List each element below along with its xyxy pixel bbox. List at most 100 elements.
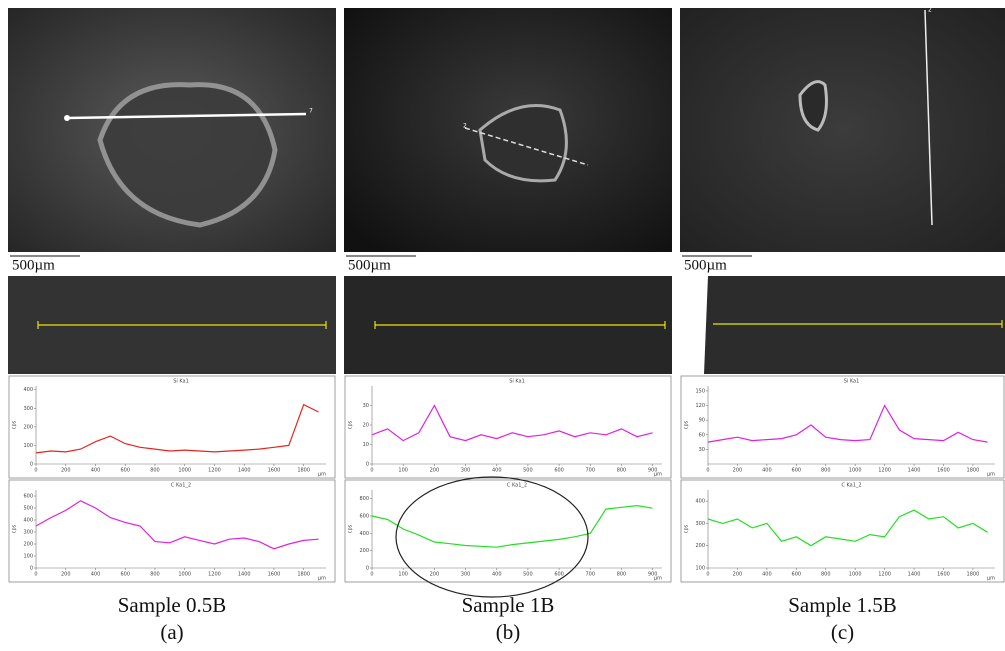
sem-image (680, 8, 1005, 252)
scan-line (464, 127, 589, 166)
x-tick-label: 400 (762, 572, 772, 578)
plot-frame (8, 479, 336, 583)
x-tick-label: 0 (34, 572, 37, 578)
x-tick-label: 200 (733, 468, 743, 474)
plot-title: Si Ka1 (509, 379, 525, 385)
x-unit: µm (654, 576, 662, 582)
x-tick-label: 1000 (178, 572, 191, 578)
x-tick-label: 1400 (908, 572, 921, 578)
y-tick-label: 100 (23, 554, 33, 560)
x-tick-label: 1600 (937, 468, 950, 474)
y-tick-label: 600 (23, 494, 33, 500)
x-tick-label: 0 (370, 468, 373, 474)
plot-title: C Ka1_2 (507, 483, 527, 489)
y-tick-label: 500 (23, 506, 33, 512)
y-label: cps (348, 420, 354, 429)
scale-label: 500µm (348, 257, 391, 273)
x-unit: µm (318, 472, 326, 478)
x-tick-label: 700 (586, 468, 596, 474)
x-tick-label: 1800 (297, 468, 310, 474)
panel-letter: (b) (496, 620, 521, 644)
scan-line-label: 2 (463, 123, 467, 130)
x-tick-label: 1600 (268, 572, 281, 578)
plot-frame (344, 375, 672, 479)
y-tick-label: 200 (695, 543, 705, 549)
x-tick-label: 900 (648, 572, 658, 578)
scale-label: 500µm (684, 257, 727, 273)
x-tick-label: 500 (523, 572, 533, 578)
x-tick-label: 1200 (878, 572, 891, 578)
x-tick-label: 600 (792, 572, 802, 578)
strip-image (704, 276, 1005, 374)
y-label: cps (684, 524, 690, 533)
x-tick-label: 1200 (208, 572, 221, 578)
x-tick-label: 400 (91, 468, 101, 474)
highlight-ellipse (395, 476, 589, 598)
x-tick-label: 1400 (238, 572, 251, 578)
plot-title: C Ka1_2 (171, 483, 191, 489)
x-tick-label: 1000 (849, 468, 862, 474)
x-tick-label: 900 (648, 468, 658, 474)
plot-frame (8, 375, 336, 479)
caption: Sample 1.5B (788, 593, 897, 617)
y-tick-label: 90 (699, 418, 705, 424)
y-tick-label: 200 (23, 424, 33, 430)
x-tick-label: 1200 (878, 468, 891, 474)
x-tick-label: 300 (461, 572, 471, 578)
y-tick-label: 100 (23, 443, 33, 449)
x-tick-label: 800 (821, 572, 831, 578)
scan-line (924, 9, 933, 226)
plot-frame (680, 375, 1005, 479)
x-tick-label: 1000 (849, 572, 862, 578)
scale-label: 500µm (12, 257, 55, 273)
x-tick-label: 0 (370, 572, 373, 578)
x-tick-label: 200 (61, 572, 71, 578)
x-tick-label: 400 (91, 572, 101, 578)
line-series (35, 403, 319, 454)
x-tick-label: 1800 (967, 468, 980, 474)
y-label: cps (12, 524, 18, 533)
y-tick-label: 0 (30, 566, 33, 572)
y-label: cps (348, 524, 354, 533)
scan-line (66, 112, 307, 120)
x-tick-label: 0 (706, 468, 709, 474)
x-tick-label: 800 (821, 468, 831, 474)
y-tick-label: 600 (359, 514, 369, 520)
x-tick-label: 1200 (208, 468, 221, 474)
y-tick-label: 0 (30, 462, 33, 468)
x-tick-label: 500 (523, 468, 533, 474)
plot-title: C Ka1_2 (841, 483, 861, 489)
x-tick-label: 700 (586, 572, 596, 578)
y-tick-label: 30 (363, 403, 369, 409)
y-tick-label: 400 (359, 531, 369, 537)
line-series (371, 504, 653, 548)
y-tick-label: 300 (695, 521, 705, 527)
x-tick-label: 0 (34, 468, 37, 474)
x-tick-label: 600 (792, 468, 802, 474)
x-tick-label: 800 (617, 572, 627, 578)
y-tick-label: 20 (363, 423, 369, 429)
y-tick-label: 100 (695, 566, 705, 572)
x-tick-label: 200 (430, 572, 440, 578)
y-tick-label: 800 (359, 496, 369, 502)
y-tick-label: 400 (23, 387, 33, 393)
x-tick-label: 1600 (268, 468, 281, 474)
plot-title: Si Ka1 (173, 379, 189, 385)
x-unit: µm (987, 576, 995, 582)
caption: Sample 1B (462, 593, 555, 617)
y-tick-label: 30 (699, 447, 705, 453)
x-tick-label: 300 (461, 468, 471, 474)
x-tick-label: 100 (398, 468, 408, 474)
scan-line-label: 7 (309, 108, 313, 115)
x-tick-label: 200 (430, 468, 440, 474)
panel-letter: (c) (831, 620, 854, 644)
x-tick-label: 800 (150, 468, 160, 474)
plot-frame (680, 479, 1005, 583)
x-tick-label: 1400 (238, 468, 251, 474)
x-tick-label: 200 (733, 572, 743, 578)
y-label: cps (684, 420, 690, 429)
scan-start (64, 115, 70, 121)
sem-feature (97, 82, 278, 228)
